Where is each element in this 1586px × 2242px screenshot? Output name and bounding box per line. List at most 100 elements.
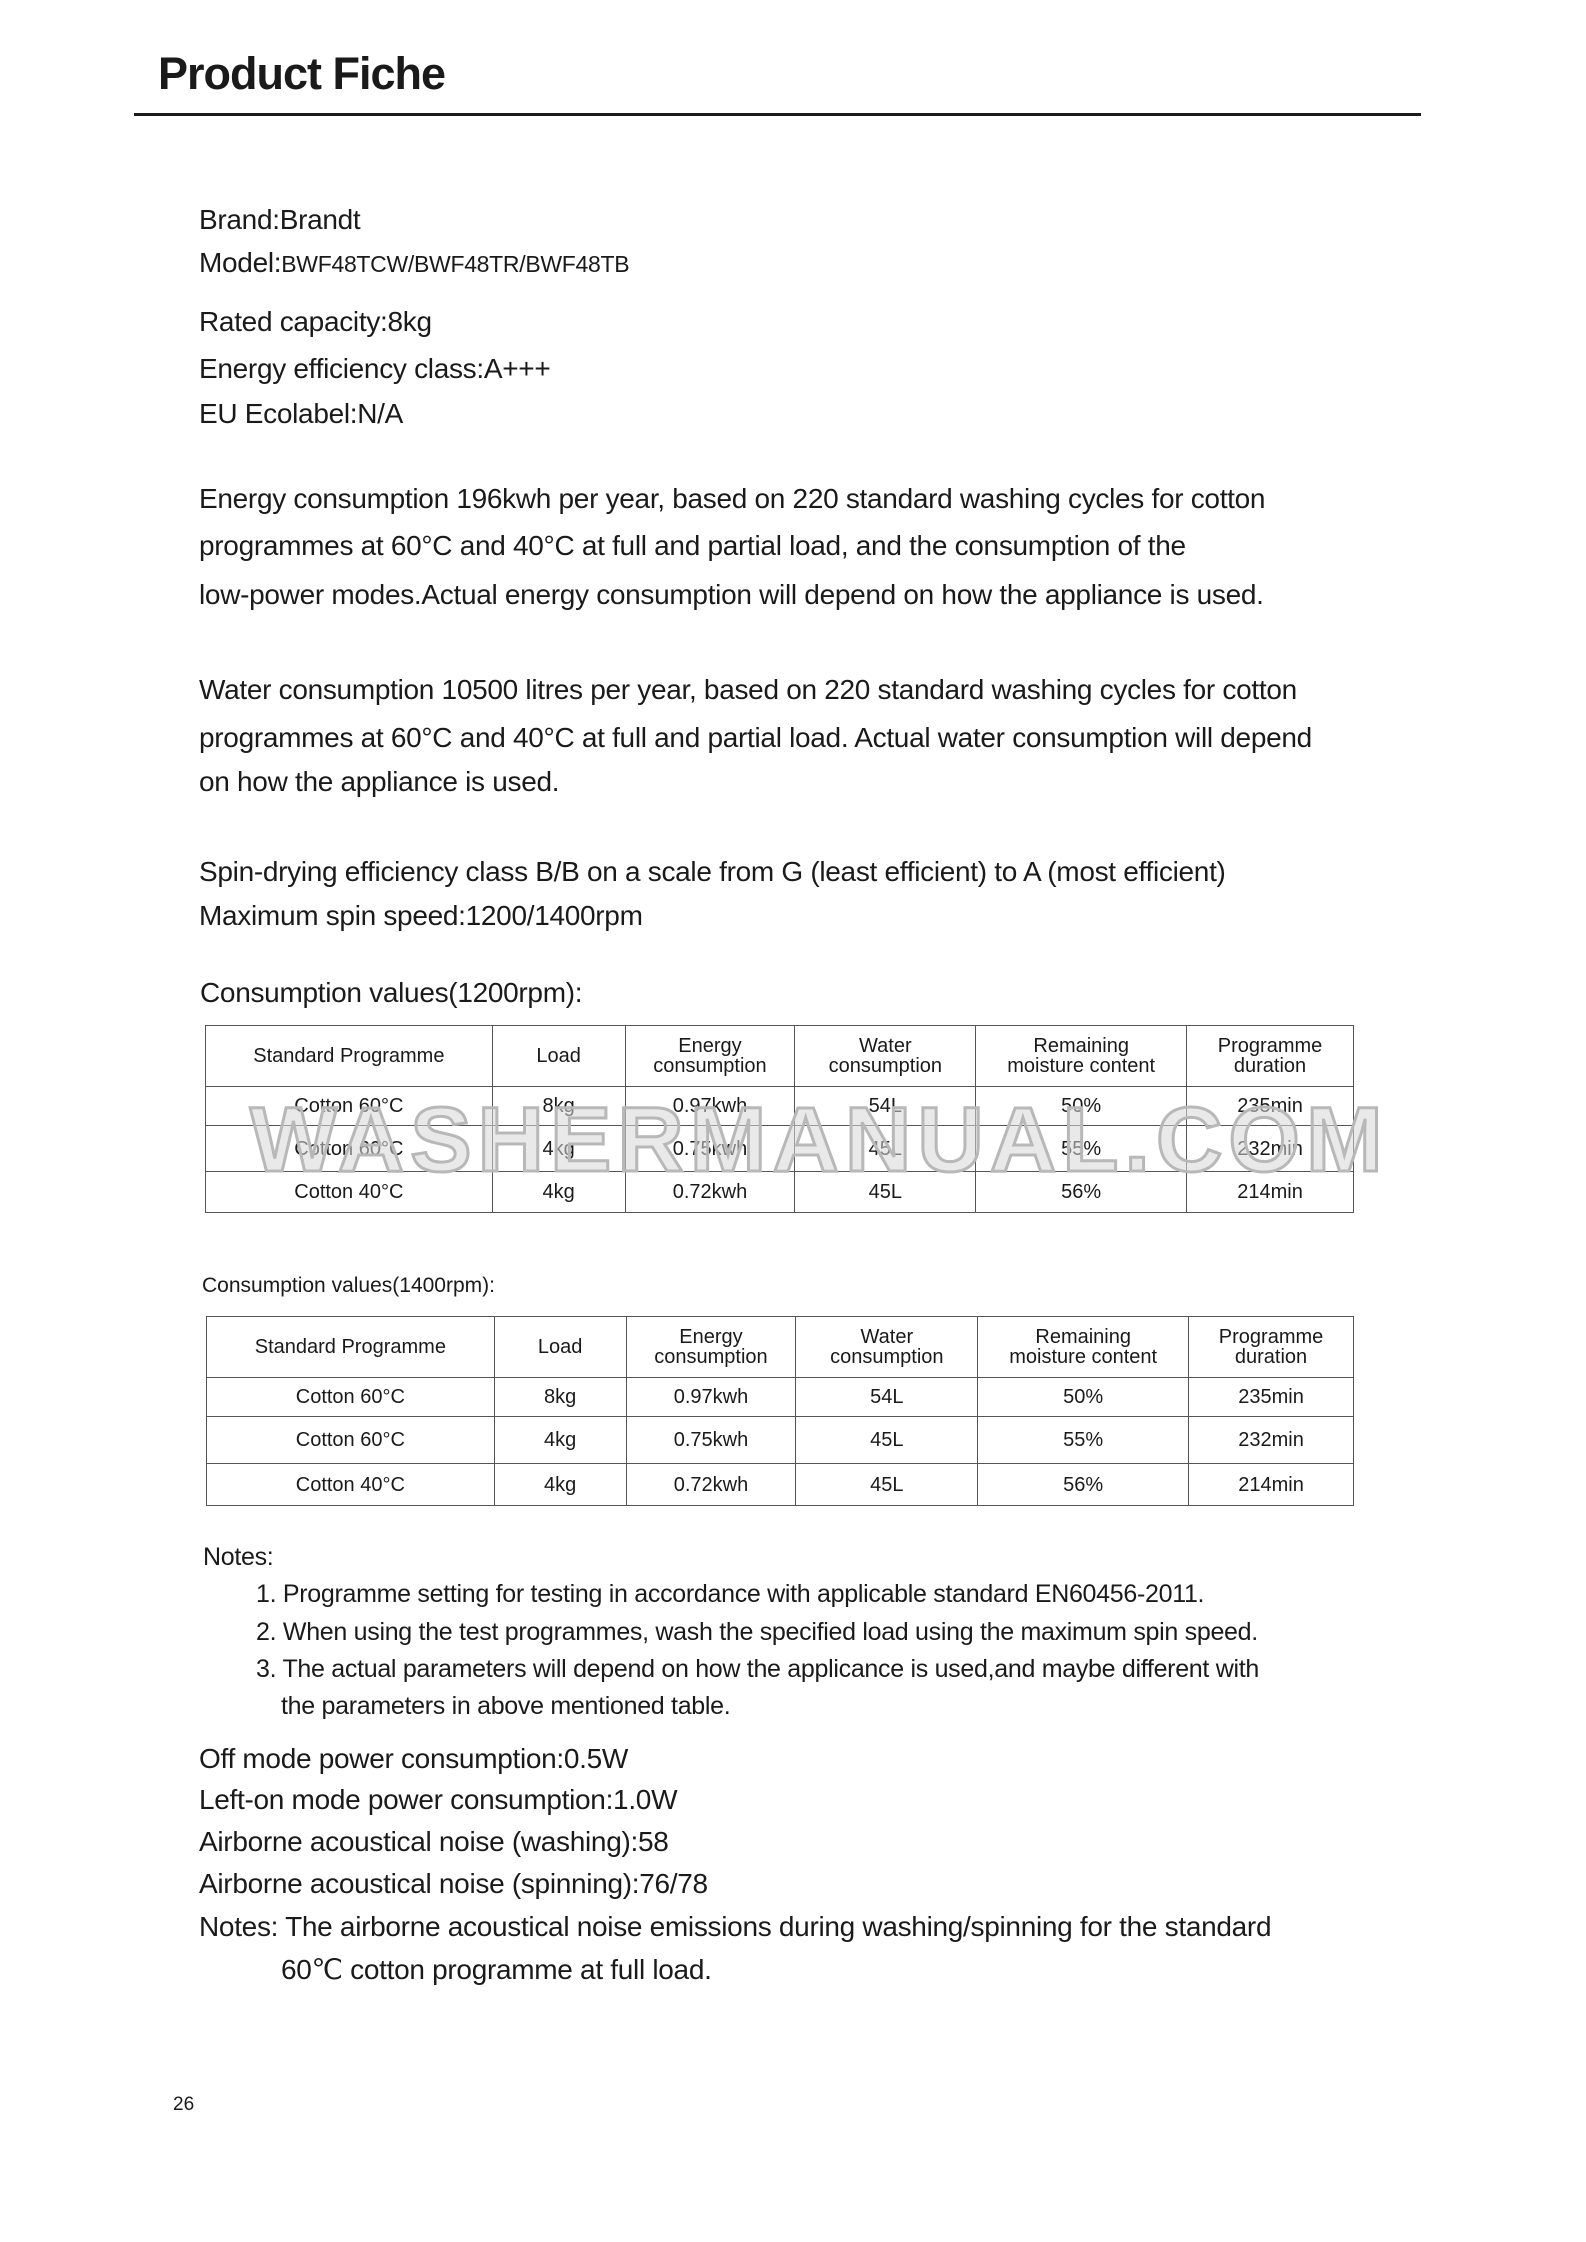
column-header: Standard Programme: [206, 1316, 495, 1378]
table-cell: 45L: [795, 1416, 979, 1464]
page-number: 26: [173, 2094, 195, 2115]
table-row: Cotton 60°C 4kg 0.75kwh 45L 55% 232min: [205, 1125, 1354, 1172]
table-cell: 45L: [795, 1463, 979, 1506]
spin-speed: Maximum spin speed:1200/1400rpm: [199, 900, 643, 931]
table-cell: Cotton 40°C: [205, 1171, 493, 1213]
table-cell: 54L: [795, 1377, 979, 1417]
table-cell: Cotton 60°C: [205, 1125, 493, 1172]
water-line: programmes at 60°C and 40°C at full and …: [199, 722, 1312, 753]
header-text: Water: [859, 1035, 912, 1057]
note-item: 3. The actual parameters will depend on …: [256, 1655, 1259, 1683]
energy-class: Energy efficiency class:A+++: [199, 353, 551, 384]
header-text: Remaining: [1033, 1035, 1129, 1057]
table-cell: 232min: [1188, 1416, 1354, 1464]
table-cell: 56%: [975, 1171, 1188, 1213]
water-line: on how the appliance is used.: [199, 766, 560, 797]
header-text: consumption: [654, 1346, 768, 1368]
table-cell: 0.72kwh: [624, 1171, 796, 1213]
table-cell: 214min: [1186, 1171, 1354, 1213]
table-cell: 4kg: [491, 1171, 626, 1213]
table-cell: 0.75kwh: [625, 1416, 797, 1464]
table-cell: Cotton 60°C: [206, 1416, 495, 1464]
column-header: Remaining moisture content: [977, 1316, 1190, 1378]
header-text: Load: [536, 1045, 581, 1067]
table-cell: 8kg: [493, 1377, 627, 1417]
column-header: Standard Programme: [205, 1025, 493, 1087]
table-header-row: Standard Programme Load Energy consumption W…: [206, 1316, 1354, 1378]
table-cell: 0.75kwh: [624, 1125, 796, 1172]
table-cell: Cotton 60°C: [205, 1086, 493, 1126]
header-text: Energy: [678, 1035, 742, 1057]
column-header: Remaining moisture content: [975, 1025, 1188, 1087]
table-cell: 235min: [1188, 1377, 1354, 1417]
table-row: Cotton 40°C 4kg 0.72kwh 45L 56% 214min: [205, 1171, 1354, 1213]
table-cell: 0.97kwh: [624, 1086, 796, 1126]
off-mode-power: Off mode power consumption:0.5W: [199, 1743, 629, 1774]
header-text: Water: [860, 1326, 914, 1348]
table-cell: 4kg: [493, 1416, 627, 1464]
model-label: Model:: [199, 247, 282, 278]
energy-line: programmes at 60°C and 40°C at full and …: [199, 530, 1186, 561]
model: Model:BWF48TCW/BWF48TR/BWF48TB: [199, 247, 630, 279]
header-text: consumption: [830, 1346, 944, 1368]
watermark: WASHERMANUAL.COM: [249, 1088, 1389, 1193]
energy-line: low-power modes.Actual energy consumptio…: [199, 579, 1264, 610]
water-line: Water consumption 10500 litres per year,…: [199, 674, 1297, 705]
header-text: Programme: [1218, 1326, 1324, 1348]
header-text: moisture content: [1007, 1055, 1156, 1077]
noise-note: Notes: The airborne acoustical noise emi…: [199, 1911, 1272, 1942]
table-row: Cotton 60°C 4kg 0.75kwh 45L 55% 232min: [206, 1416, 1354, 1464]
column-header: Energy consumption: [625, 1316, 797, 1378]
table1-caption: Consumption values(1200rpm):: [200, 977, 583, 1008]
consumption-table-1400: Standard Programme Load Energy consumption W…: [206, 1316, 1354, 1506]
table-cell: 50%: [977, 1377, 1190, 1417]
table-cell: Cotton 40°C: [206, 1463, 495, 1506]
column-header: Load: [493, 1316, 627, 1378]
note-item: 1. Programme setting for testing in acco…: [256, 1580, 1205, 1608]
notes-title: Notes:: [203, 1543, 274, 1571]
consumption-table-1200: Standard Programme Load Energy consumption W…: [205, 1025, 1354, 1213]
header-text: consumption: [653, 1055, 767, 1077]
table-row: Cotton 40°C 4kg 0.72kwh 45L 56% 214min: [206, 1463, 1354, 1506]
table-cell: 4kg: [493, 1463, 627, 1506]
page-title: Product Fiche: [158, 48, 446, 99]
note-item: the parameters in above mentioned table.: [281, 1692, 731, 1720]
header-text: Standard Programme: [254, 1336, 446, 1358]
ecolabel: EU Ecolabel:N/A: [199, 398, 404, 429]
column-header: Load: [491, 1025, 626, 1087]
header-text: Load: [537, 1336, 583, 1358]
noise-note-cont: 60℃ cotton programme at full load.: [281, 1954, 712, 1985]
column-header: Water consumption: [794, 1025, 977, 1087]
table-cell: 235min: [1186, 1086, 1354, 1126]
noise-spinning: Airborne acoustical noise (spinning):76/…: [199, 1868, 708, 1899]
table-cell: 45L: [794, 1171, 977, 1213]
column-header: Programme duration: [1188, 1316, 1354, 1378]
header-text: Standard Programme: [253, 1045, 445, 1067]
table-cell: Cotton 60°C: [206, 1377, 495, 1417]
table-cell: 56%: [977, 1463, 1190, 1506]
table-cell: 54L: [794, 1086, 977, 1126]
table-header-row: Standard Programme Load Energy consumption W…: [205, 1025, 1354, 1087]
header-text: Programme: [1217, 1035, 1323, 1057]
table-cell: 214min: [1188, 1463, 1354, 1506]
table-row: Cotton 60°C 8kg 0.97kwh 54L 50% 235min: [206, 1377, 1354, 1417]
header-text: duration: [1234, 1346, 1308, 1368]
table-cell: 0.72kwh: [625, 1463, 797, 1506]
table-row: Cotton 60°C 8kg 0.97kwh 54L 50% 235min: [205, 1086, 1354, 1126]
header-text: Remaining: [1035, 1326, 1131, 1348]
spin-class: Spin-drying efficiency class B/B on a sc…: [199, 856, 1226, 887]
header-text: moisture content: [1009, 1346, 1158, 1368]
column-header: Energy consumption: [624, 1025, 796, 1087]
column-header: Programme duration: [1186, 1025, 1354, 1087]
table-cell: 50%: [975, 1086, 1188, 1126]
left-on-power: Left-on mode power consumption:1.0W: [199, 1784, 678, 1815]
capacity: Rated capacity:8kg: [199, 306, 432, 337]
noise-washing: Airborne acoustical noise (washing):58: [199, 1826, 669, 1857]
header-text: Energy: [679, 1326, 743, 1348]
title-divider: [134, 113, 1421, 116]
table-cell: 4kg: [491, 1125, 626, 1172]
brand: Brand:Brandt: [199, 204, 361, 235]
note-item: 2. When using the test programmes, wash …: [256, 1618, 1258, 1646]
header-text: consumption: [828, 1055, 943, 1077]
header-text: duration: [1233, 1055, 1307, 1077]
